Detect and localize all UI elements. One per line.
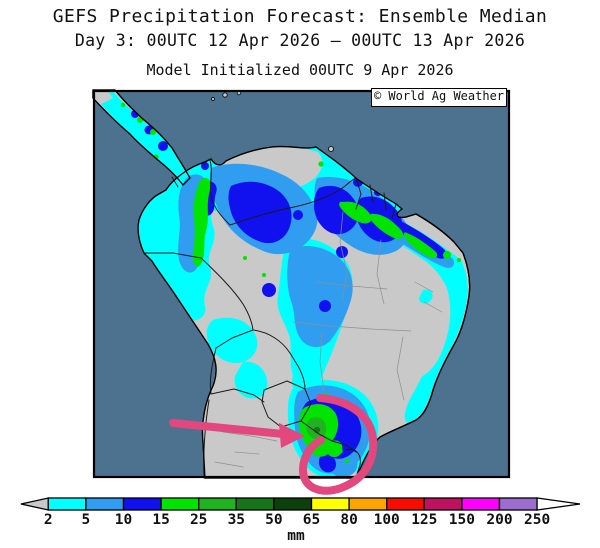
south-america-map-canvas — [92, 89, 511, 495]
colorbar-tick-label: 65 — [303, 512, 320, 528]
model-init-line: Model Initialized 00UTC 9 Apr 2026 — [146, 61, 454, 79]
colorbar-cell — [310, 497, 350, 511]
colorbar-cell — [160, 497, 200, 511]
colorbar-overflow-arrow — [536, 497, 581, 511]
colorbar-cell — [386, 497, 425, 511]
highlight-arrow — [169, 419, 287, 438]
colorbar-cell — [122, 497, 162, 511]
colorbar-tick-label: 25 — [190, 512, 207, 528]
valid-period-subtitle: Day 3: 00UTC 12 Apr 2026 – 00UTC 13 Apr … — [74, 31, 526, 50]
colorbar-cell — [348, 497, 388, 511]
highlight-annotation — [169, 394, 378, 495]
colorbar-tick-label: 50 — [265, 512, 282, 528]
colorbar-tick-label: 150 — [449, 512, 475, 528]
highlight-circle — [298, 394, 378, 495]
colorbar-tick-label: 10 — [115, 512, 132, 528]
colorbar-cell — [47, 497, 87, 511]
colorbar-cell — [273, 497, 313, 511]
page-title: GEFS Precipitation Forecast: Ensemble Me… — [52, 6, 548, 27]
colorbar-tick-label: 80 — [340, 512, 357, 528]
copyright-badge: © World Ag Weather — [371, 88, 507, 107]
colorbar-tick-label: 250 — [524, 512, 550, 528]
colorbar-tick-label: 2 — [44, 512, 53, 528]
colorbar-tick-label: 125 — [411, 512, 437, 528]
precipitation-shading — [93, 90, 468, 478]
colorbar-tick-label: 5 — [82, 512, 91, 528]
colorbar-unit-label: mm — [287, 528, 305, 544]
colorbar-underflow-arrow — [20, 497, 49, 511]
colorbar-tick-label: 100 — [374, 512, 400, 528]
colorbar-cell — [235, 497, 275, 511]
highlight-arrow-head — [279, 423, 305, 448]
colorbar-cell — [498, 497, 538, 511]
colorbar-tick-label: 200 — [486, 512, 512, 528]
state-borders — [214, 211, 443, 468]
caribbean-islands — [211, 90, 334, 152]
precipitation-map — [92, 89, 511, 495]
colorbar-cell — [198, 497, 237, 511]
colorbar-cell — [461, 497, 501, 511]
colorbar-cell — [423, 497, 463, 511]
colorbar-cell — [85, 497, 125, 511]
colorbar-tick-label: 35 — [228, 512, 245, 528]
colorbar-tick-label: 15 — [152, 512, 169, 528]
